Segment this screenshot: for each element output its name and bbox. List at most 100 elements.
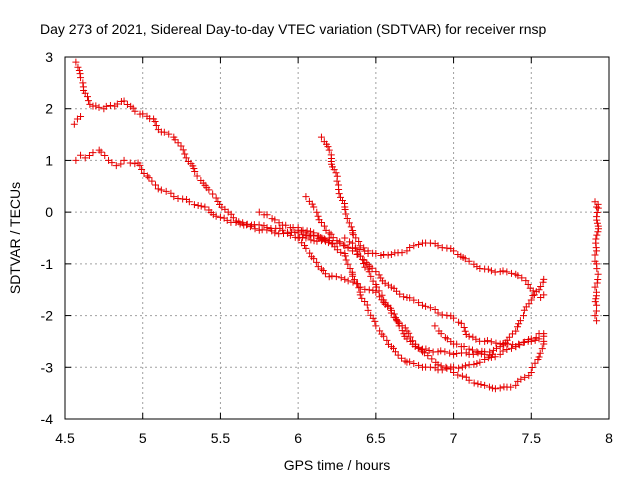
data-point [460, 324, 468, 332]
data-point [325, 146, 333, 154]
data-point [305, 232, 313, 240]
data-point [346, 264, 354, 272]
data-point [434, 242, 442, 250]
data-point [313, 258, 321, 266]
data-point [313, 237, 321, 245]
data-point [426, 363, 434, 371]
data-point [443, 244, 451, 252]
data-point [315, 234, 323, 242]
data-point [342, 256, 350, 264]
data-point [216, 213, 224, 221]
data-point [177, 142, 185, 150]
data-point [325, 237, 333, 245]
data-point [527, 296, 535, 304]
data-point [488, 384, 496, 392]
data-point [306, 249, 314, 257]
data-point [363, 301, 371, 309]
data-point [369, 286, 377, 294]
data-point [378, 291, 386, 299]
data-point [477, 381, 485, 389]
data-point [484, 265, 492, 273]
data-point [157, 186, 165, 194]
data-point [302, 193, 310, 201]
grid-lines [65, 57, 609, 419]
data-point [341, 252, 349, 260]
data-point [138, 165, 146, 173]
data-point [410, 359, 418, 367]
data-point [529, 291, 537, 299]
data-point [355, 284, 363, 292]
data-point [521, 373, 529, 381]
data-point [360, 260, 368, 268]
data-point [79, 79, 87, 87]
data-point [540, 291, 548, 299]
data-point [470, 379, 478, 387]
data-point [410, 296, 418, 304]
data-point [372, 322, 380, 330]
data-point [321, 270, 329, 278]
data-point [465, 376, 473, 384]
data-point [214, 198, 222, 206]
data-point [394, 351, 402, 359]
data-point [152, 122, 160, 130]
data-point [360, 244, 368, 252]
data-point [535, 353, 543, 361]
data-point [437, 347, 445, 355]
data-point [333, 177, 341, 185]
y-tick-label: -1 [41, 256, 54, 272]
data-point [255, 221, 263, 229]
data-point [593, 247, 601, 255]
data-point [406, 358, 414, 366]
data-point [487, 353, 495, 361]
data-point [361, 298, 369, 306]
data-point [298, 227, 306, 235]
data-point [106, 102, 114, 110]
data-point [337, 274, 345, 282]
data-point [302, 244, 310, 252]
data-point [512, 381, 520, 389]
data-point [365, 268, 373, 276]
data-point [152, 181, 160, 189]
data-point [345, 219, 353, 227]
data-point [476, 265, 484, 273]
data-point [516, 341, 524, 349]
data-point [474, 380, 482, 388]
data-point [453, 350, 461, 358]
data-point [336, 238, 344, 246]
data-point [450, 247, 458, 255]
data-point [190, 201, 198, 209]
data-point [335, 185, 343, 193]
data-point [488, 350, 496, 358]
y-tick-label: 2 [45, 101, 53, 117]
data-point [317, 265, 325, 273]
x-tick-label: 6.5 [366, 430, 386, 446]
x-tick-label: 7 [450, 430, 458, 446]
data-point [414, 344, 422, 352]
x-tick-label: 7.5 [522, 430, 542, 446]
data-point [342, 210, 350, 218]
data-point [289, 224, 297, 232]
data-point [514, 272, 522, 280]
data-point [496, 343, 504, 351]
data-point [75, 67, 83, 75]
data-point [530, 291, 538, 299]
data-point [352, 234, 360, 242]
data-point [343, 214, 351, 222]
data-point [275, 219, 283, 227]
y-tick-label: -2 [41, 308, 54, 324]
data-point [525, 300, 533, 308]
data-point [117, 160, 125, 168]
data-point [458, 363, 466, 371]
plot-frame [64, 56, 610, 420]
data-point [428, 355, 436, 363]
data-point [415, 240, 423, 248]
data-point [524, 281, 532, 289]
data-point [519, 339, 527, 347]
data-point [193, 172, 201, 180]
data-point [131, 160, 139, 168]
data-point [375, 271, 383, 279]
data-point [201, 203, 209, 211]
data-point [468, 346, 476, 354]
y-tick-label: -3 [41, 359, 54, 375]
